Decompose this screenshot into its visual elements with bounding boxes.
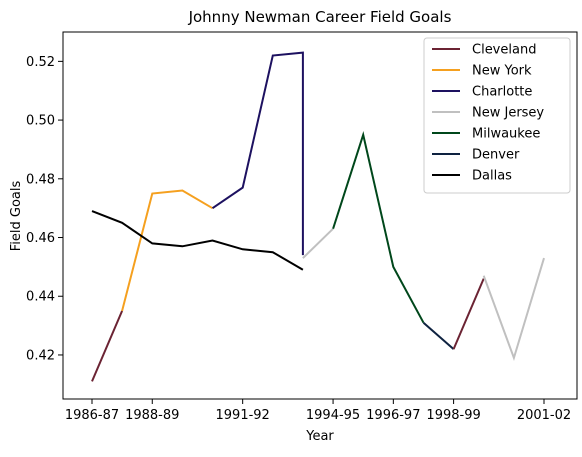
y-tick-label: 0.52 xyxy=(26,55,55,70)
y-tick-label: 0.44 xyxy=(26,290,55,305)
plot-frame xyxy=(62,31,578,400)
x-tick-label: 1991-92 xyxy=(216,408,270,423)
series-line-dallas-8 xyxy=(91,210,304,271)
y-axis-ticks: 0.42 0.44 0.46 0.48 0.50 0.52 xyxy=(26,55,63,363)
x-tick-label: 1996-97 xyxy=(366,408,420,423)
legend-box xyxy=(423,37,571,194)
legend-label-charlotte: Charlotte xyxy=(472,85,532,100)
chart-title: Johnny Newman Career Field Goals xyxy=(188,8,452,26)
series-line-denver-5 xyxy=(422,321,455,350)
y-tick-label: 0.42 xyxy=(26,348,55,363)
series-line-new-york-1 xyxy=(121,189,214,312)
y-tick-label: 0.50 xyxy=(26,114,55,129)
x-tick-label: 1986-87 xyxy=(65,408,119,423)
legend-label-denver: Denver xyxy=(472,148,520,163)
legend-label-milwaukee: Milwaukee xyxy=(472,127,540,142)
x-tick-label: 1994-95 xyxy=(306,408,360,423)
y-tick-label: 0.48 xyxy=(26,172,55,187)
legend: Cleveland New York Charlotte New Jersey Milw… xyxy=(423,37,571,194)
x-tick-label: 2001-02 xyxy=(517,408,571,423)
series-line-cleveland-0 xyxy=(91,310,124,382)
series-line-new-jersey-7 xyxy=(482,257,545,362)
legend-label-new-york: New York xyxy=(472,64,532,79)
series-line-milwaukee-4 xyxy=(332,131,425,324)
series-line-cleveland-6 xyxy=(452,278,485,350)
series-line-charlotte-2 xyxy=(211,51,304,256)
series-lines xyxy=(91,51,545,382)
series-line-new-jersey-3 xyxy=(302,227,334,259)
x-tick-label: 1998-99 xyxy=(426,408,480,423)
legend-label-dallas: Dallas xyxy=(472,169,512,184)
y-tick-label: 0.46 xyxy=(26,231,55,246)
x-axis-label: Year xyxy=(305,429,334,444)
legend-label-cleveland: Cleveland xyxy=(472,43,536,58)
x-tick-label: 1988-89 xyxy=(125,408,179,423)
y-axis-label: Field Goals xyxy=(9,181,24,252)
x-axis-ticks: 1986-87 1988-89 1991-92 1994-95 1996-97 1998-… xyxy=(65,399,571,423)
legend-label-new-jersey: New Jersey xyxy=(472,106,544,121)
